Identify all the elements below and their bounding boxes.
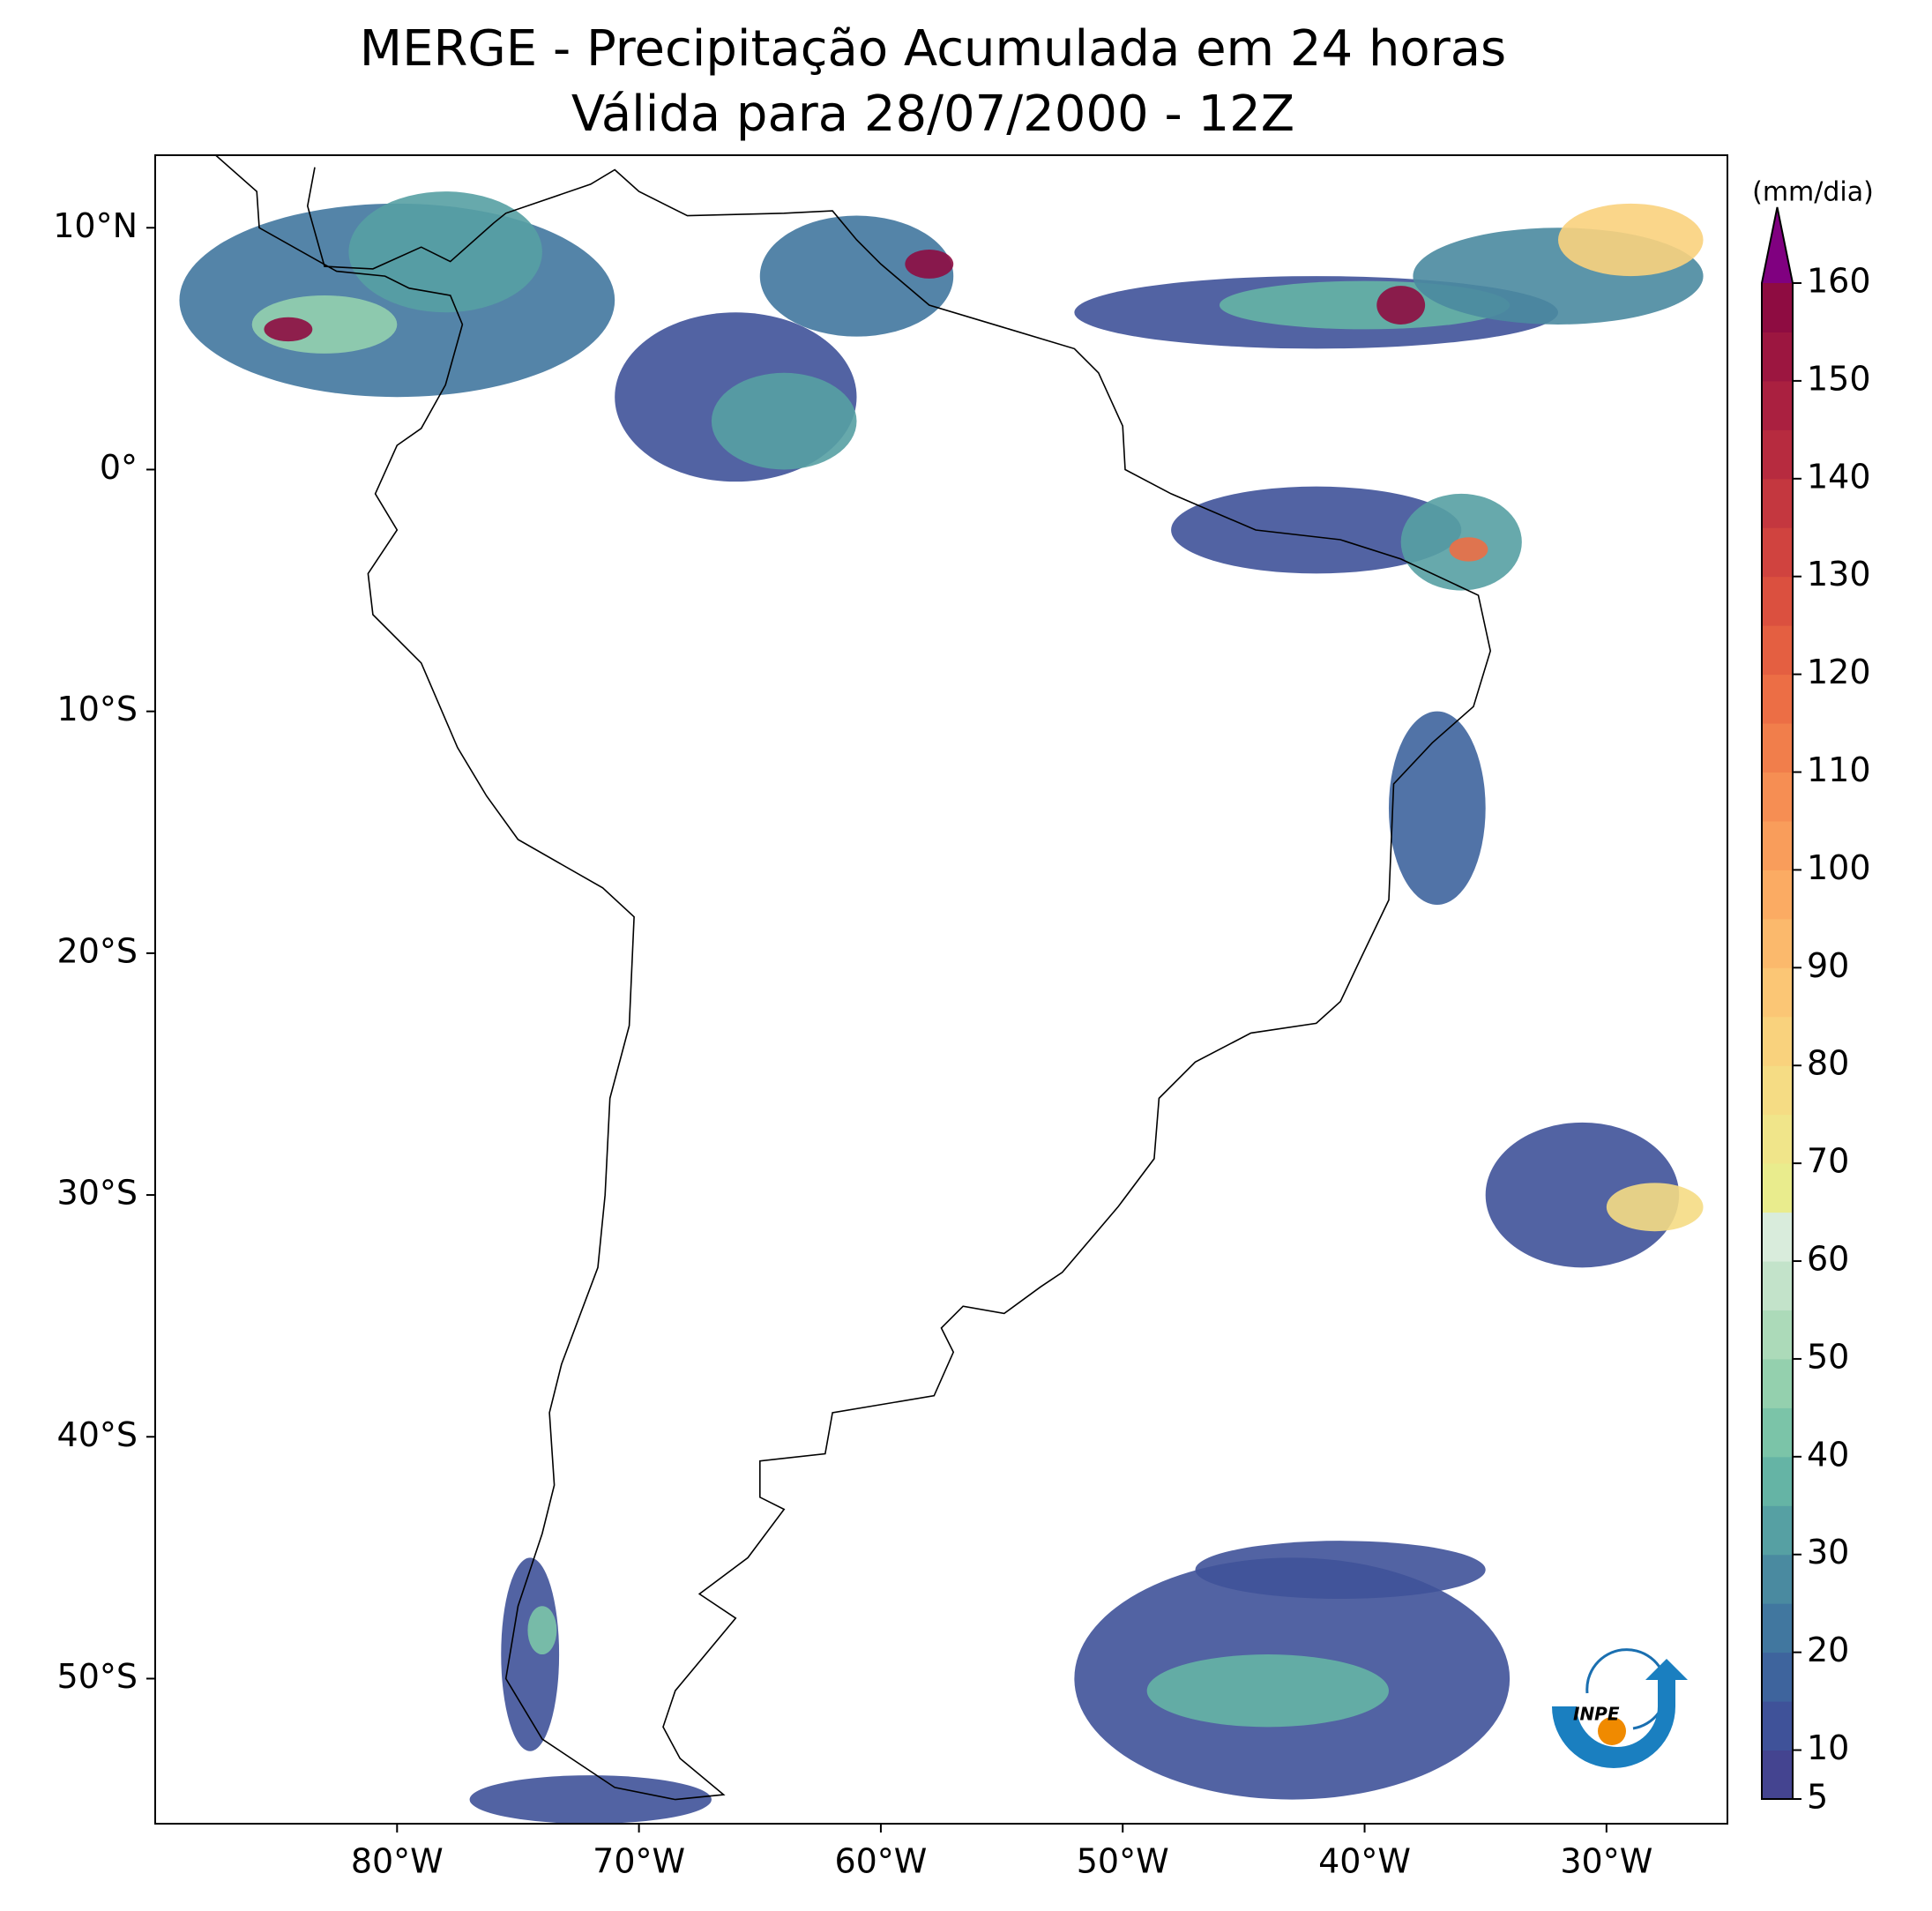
colorbar-band [1762,283,1793,332]
colorbar-tick-label: 100 [1807,848,1871,887]
colorbar-band [1762,1554,1793,1604]
precip-patch [1376,286,1426,325]
precip-patch [711,372,857,470]
x-tick-label: 50°W [1077,1842,1169,1881]
x-tick-label: 40°W [1318,1842,1411,1881]
colorbar-band [1762,478,1793,528]
colorbar-tick-label: 10 [1807,1728,1849,1767]
colorbar-tick-label: 30 [1807,1533,1849,1571]
colorbar-band [1762,1750,1793,1800]
precip-patch [501,1557,560,1751]
colorbar-band [1762,1358,1793,1408]
colorbar-tick-label: 5 [1807,1778,1828,1817]
precip-patch [1171,486,1462,574]
colorbar-outline [1761,206,1794,1800]
colorbar-band [1762,527,1793,578]
precip-patch [759,215,954,337]
colorbar-tick-label: 160 [1807,262,1871,301]
colorbar-band [1762,918,1793,968]
map-frame [154,154,1728,1825]
subtitle: Válida para 28/07/2000 - 12Z [571,86,1294,143]
y-tick-label: 30°S [57,1174,138,1213]
colorbar-band [1762,674,1793,724]
precip-patch [905,249,954,279]
colorbar-tick-label: 90 [1807,946,1849,985]
precip-patch [264,317,313,342]
y-tick-label: 10°N [53,206,138,245]
colorbar-band [1762,625,1793,676]
colorbar-band [1762,1065,1793,1116]
colorbar-label: (mm/dia) [1752,177,1874,208]
title: MERGE - Precipitação Acumulada em 24 hor… [360,20,1506,78]
colorbar-tick-label: 130 [1807,555,1871,593]
precip-patch [1485,1122,1680,1268]
logo-arrow [1552,1659,1688,1768]
y-tick-label: 10°S [57,690,138,728]
x-tick-label: 30°W [1560,1842,1652,1881]
colorbar-band [1762,429,1793,480]
logo-dot [1598,1717,1626,1745]
y-tick-label: 40°S [57,1415,138,1454]
colorbar-band [1762,332,1793,382]
y-tick-label: 50°S [57,1657,138,1696]
colorbar-band [1762,1407,1793,1458]
colorbar-tick-label: 80 [1807,1044,1849,1083]
precipitation-field [179,191,1704,1824]
y-tick-label: 20°S [57,931,138,970]
x-tick-label: 80°W [351,1842,444,1881]
colorbar-band [1762,967,1793,1018]
logo: INPE [1552,1648,1688,1768]
coastline [215,154,1492,1801]
colorbar-tick-label: 40 [1807,1435,1849,1474]
x-tick-label: 70°W [593,1842,685,1881]
colorbar-tick-label: 20 [1807,1631,1849,1669]
colorbar-tick-label: 120 [1807,653,1871,691]
colorbar-band [1762,1016,1793,1066]
colorbar-band [1762,820,1793,870]
logo-orbit [1585,1648,1668,1730]
logo-text: INPE [1573,1704,1620,1725]
colorbar-band [1762,1505,1793,1556]
precip-patch [1146,1654,1389,1728]
colorbar-band [1762,723,1793,773]
x-tick-label: 60°W [834,1842,927,1881]
colorbar-tick-label: 50 [1807,1337,1849,1376]
precip-patch [1195,1541,1486,1599]
colorbar-tick-label: 140 [1807,457,1871,496]
precip-patch [1388,711,1486,906]
precip-patch [1557,203,1704,277]
colorbar-band [1762,576,1793,626]
colorbar-band [1762,1261,1793,1310]
colorbar-band [1762,1652,1793,1702]
colorbar-extend [1762,207,1793,283]
colorbar-band [1762,1212,1793,1262]
precip-patch [1606,1183,1704,1232]
colorbar-band [1762,1603,1793,1653]
colorbar-tick-label: 150 [1807,359,1871,398]
colorbar-band [1762,1456,1793,1506]
colorbar-tick-label: 60 [1807,1240,1849,1279]
colorbar: 5 10 20 30 40 50 60 70 80 90 100 110 120 130 140 150 160… [1752,177,1874,1817]
colorbar-band [1762,1163,1793,1213]
colorbar-band [1762,380,1793,430]
colorbar-band [1762,772,1793,822]
colorbar-band [1762,1114,1793,1164]
colorbar-band [1762,1310,1793,1360]
precip-patch [469,1775,712,1824]
colorbar-tick-label: 70 [1807,1142,1849,1181]
colorbar-band [1762,870,1793,920]
precip-patch [1449,537,1488,562]
colorbar-band [1762,1701,1793,1751]
y-tick-label: 0° [100,448,138,487]
colorbar-tick-label: 110 [1807,750,1871,789]
precip-patch [527,1606,557,1655]
